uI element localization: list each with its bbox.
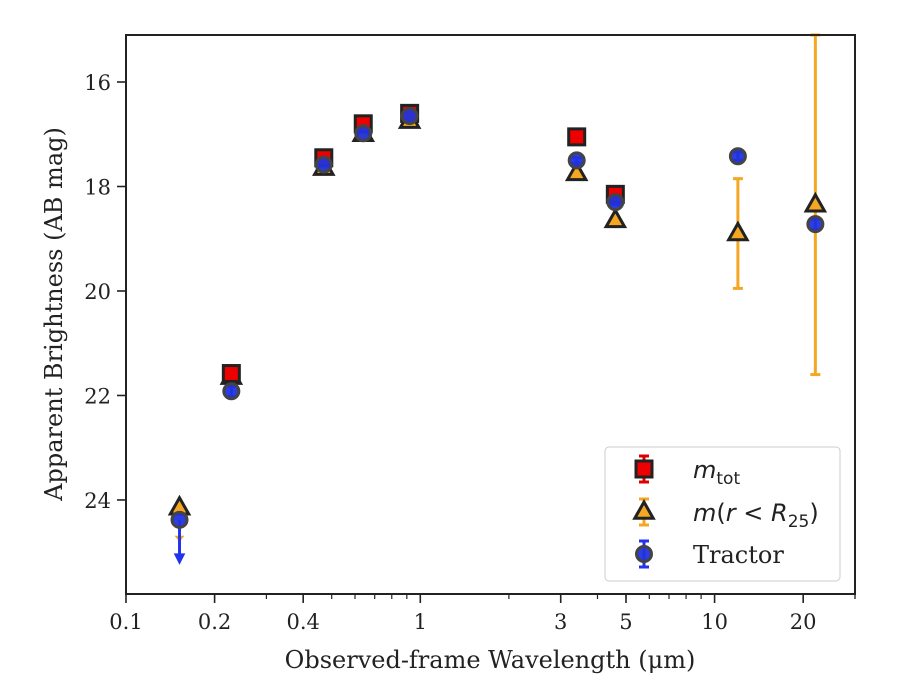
- data-series: [167, 33, 828, 565]
- legend-markers: [632, 454, 656, 569]
- axis-ticks: 0.1 0.2 0.4 1 3 5 10 20 16 18 20 22 24: [84, 71, 856, 634]
- legend-marker-m-r-r25: [632, 498, 656, 520]
- point-circle: [354, 124, 373, 143]
- y-axis-label: Apparent Brightness (AB mag): [40, 127, 68, 502]
- point-square: [567, 127, 587, 147]
- y-tick-label: 22: [84, 384, 111, 408]
- series-m-tot-errors: [226, 109, 621, 381]
- legend: mtot m(r < R25) Tractor: [604, 446, 841, 582]
- point-triangle: [603, 207, 628, 229]
- series-m-tot: [221, 103, 625, 384]
- legend-marker-m-tot: [634, 459, 654, 479]
- y-tick-label: 20: [84, 280, 111, 304]
- point-circle: [728, 147, 747, 166]
- x-tick-label: 1: [414, 610, 427, 634]
- legend-label-m-r25: m(r < R25): [693, 499, 819, 532]
- y-tick-label: 16: [84, 71, 111, 95]
- point-triangle: [803, 191, 828, 213]
- x-tick-label: 0.4: [286, 610, 319, 634]
- point-triangle: [564, 160, 589, 182]
- point-circle: [170, 510, 189, 529]
- plot-frame: [125, 34, 856, 595]
- legend-label-tractor: Tractor: [693, 541, 784, 569]
- x-tick-label: 10: [701, 610, 728, 634]
- legend-label-mtot: mtot: [693, 456, 740, 489]
- y-tick-label: 24: [84, 489, 111, 513]
- point-circle: [222, 382, 241, 401]
- x-tick-label: 0.1: [109, 610, 142, 634]
- x-tick-label: 3: [554, 610, 567, 634]
- legend-marker-tractor: [635, 545, 653, 563]
- point-circle: [314, 155, 333, 174]
- point-circle: [400, 106, 419, 125]
- point-circle: [806, 215, 825, 234]
- x-axis-label: Observed-frame Wavelength (μm): [285, 646, 696, 674]
- series-tractor: [170, 106, 825, 529]
- x-tick-label: 20: [790, 610, 817, 634]
- point-circle: [606, 193, 625, 212]
- legend-box: [604, 446, 841, 582]
- point-square: [221, 364, 241, 384]
- y-tick-label: 18: [84, 176, 111, 200]
- point-triangle: [726, 220, 750, 242]
- upper-limit-arrowhead: [173, 553, 186, 565]
- point-circle: [567, 151, 586, 170]
- x-tick-label: 5: [619, 610, 632, 634]
- x-tick-label: 0.2: [198, 610, 231, 634]
